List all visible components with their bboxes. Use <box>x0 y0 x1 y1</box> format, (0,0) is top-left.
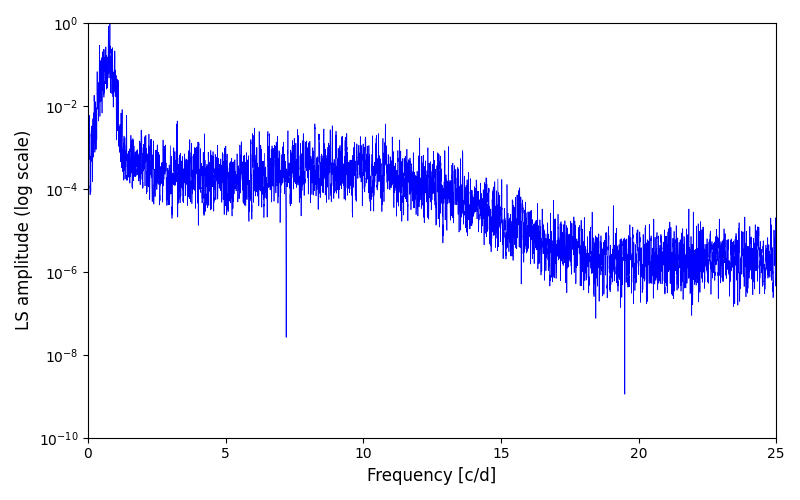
X-axis label: Frequency [c/d]: Frequency [c/d] <box>367 467 497 485</box>
Y-axis label: LS amplitude (log scale): LS amplitude (log scale) <box>15 130 33 330</box>
